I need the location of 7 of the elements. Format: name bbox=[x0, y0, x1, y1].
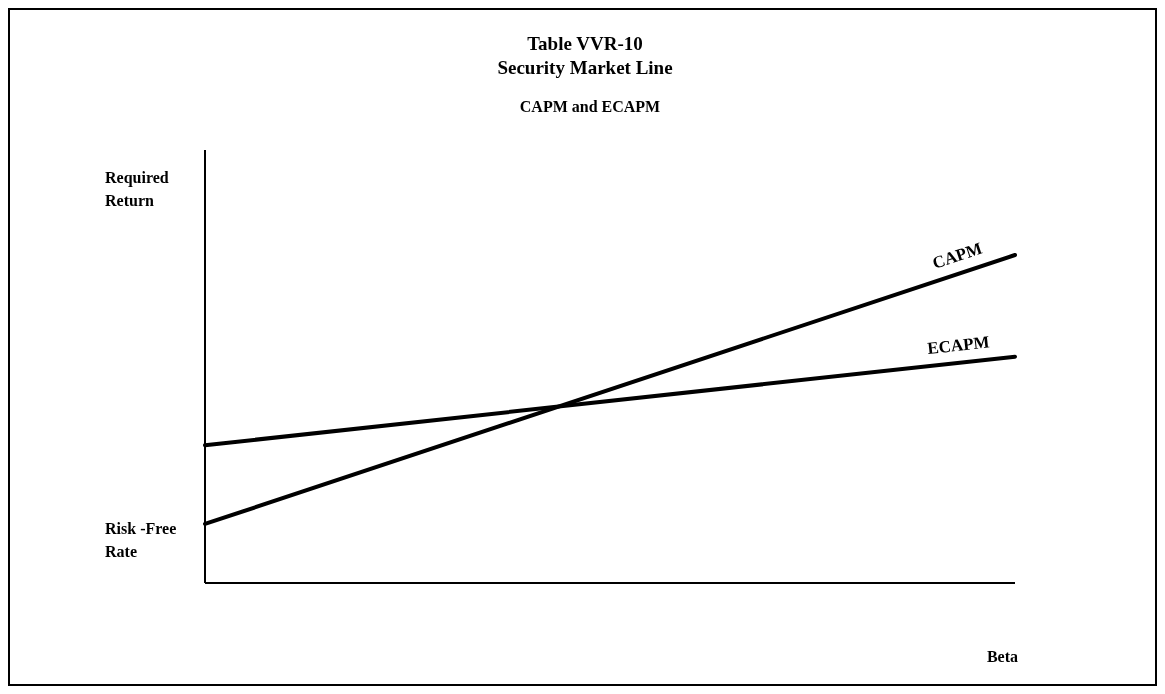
chart-subtitle: CAPM and ECAPM bbox=[519, 98, 661, 115]
text: CAPM bbox=[930, 238, 985, 273]
chart-title: Table VVR-10 Security Market Line bbox=[497, 33, 673, 78]
annotation: Risk -Free Rate bbox=[105, 520, 177, 560]
x-axis-title: Beta bbox=[986, 648, 1018, 665]
y-axis-title: Required Return bbox=[105, 169, 169, 209]
text: ECAPM bbox=[926, 332, 991, 359]
